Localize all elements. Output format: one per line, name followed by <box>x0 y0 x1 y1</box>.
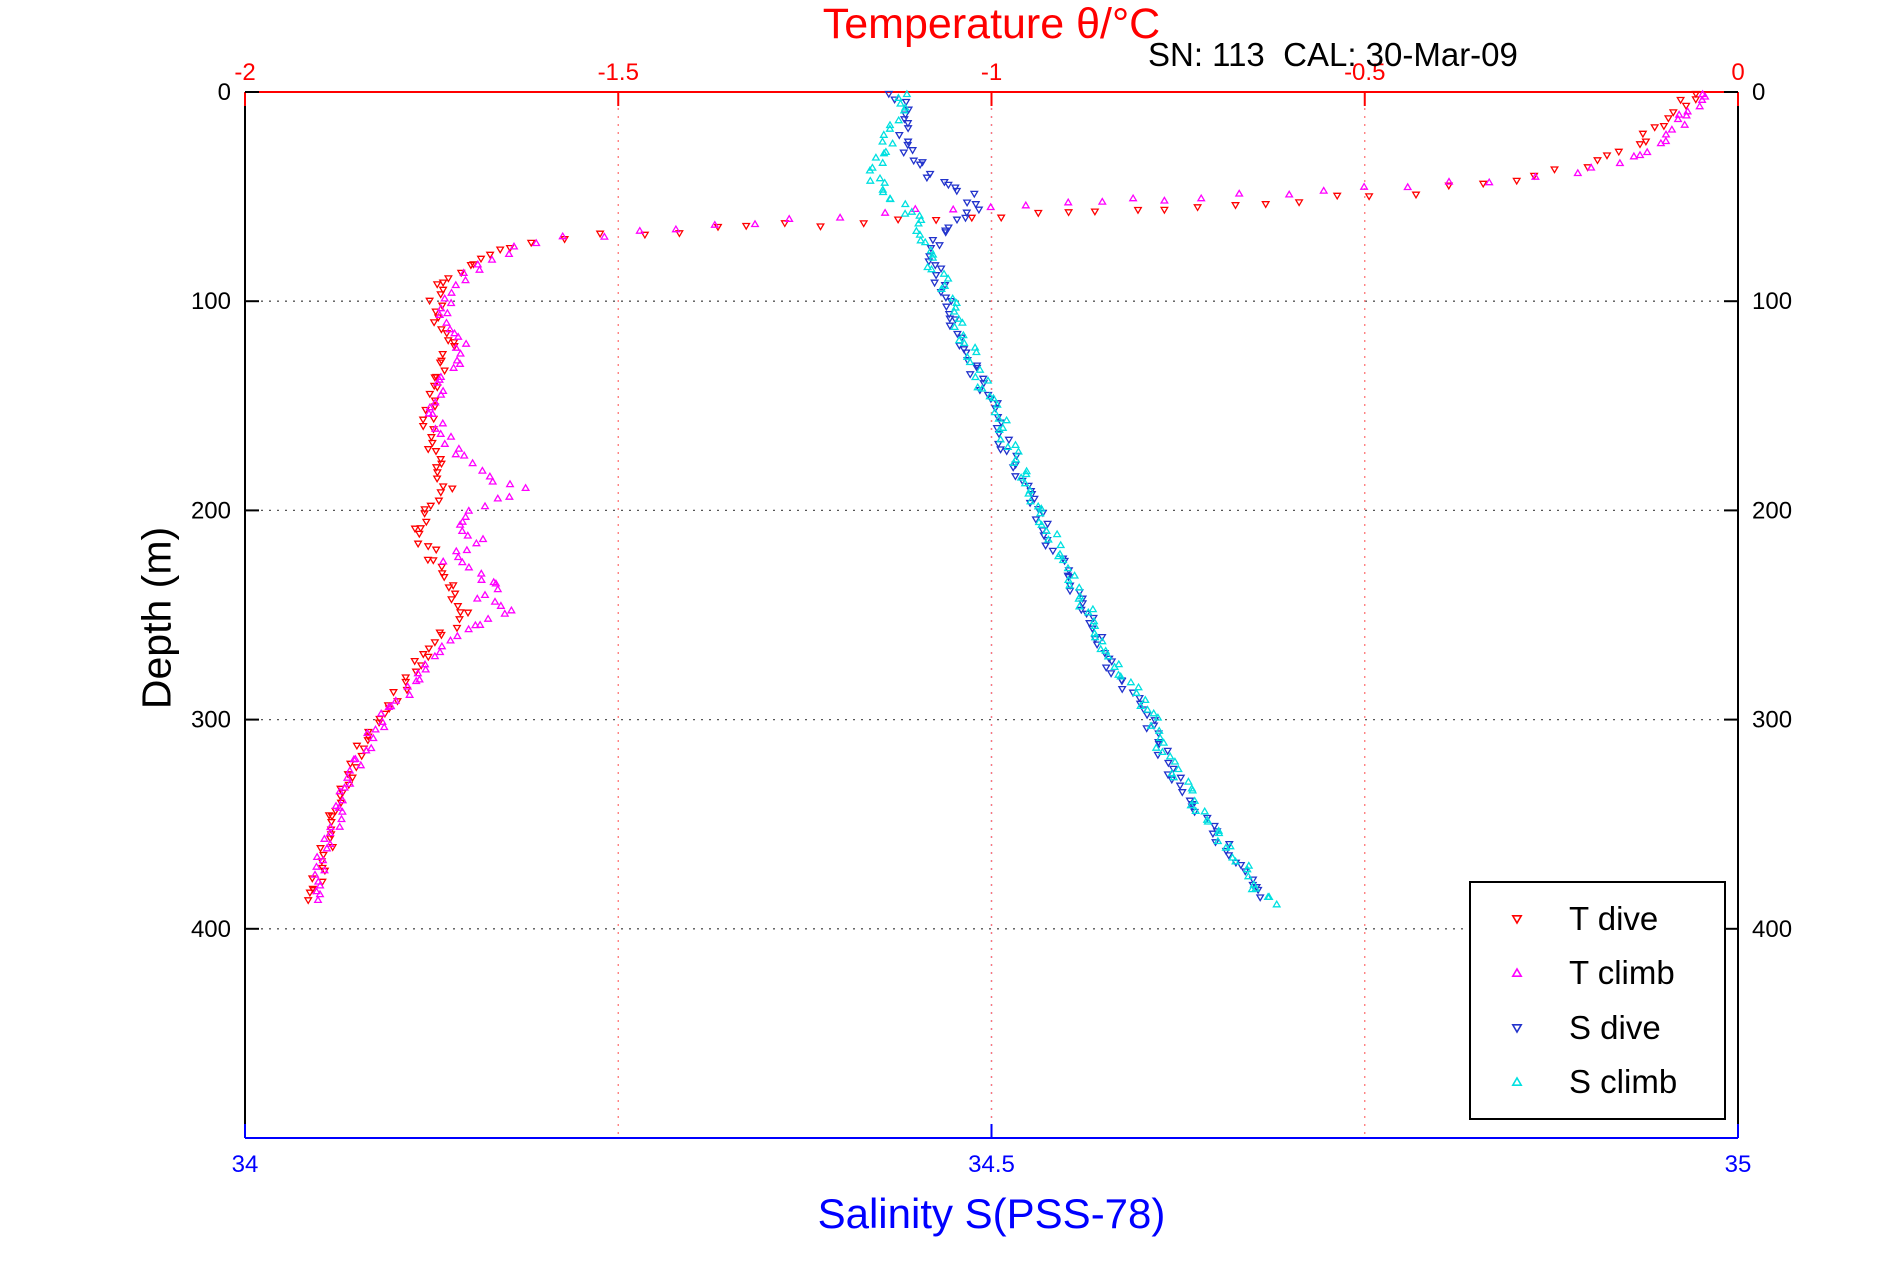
legend-entry-t-dive: T dive <box>1471 900 1724 938</box>
t-climb-marker-icon <box>1505 964 1529 982</box>
salinity-tick-label: 34.5 <box>968 1151 1015 1178</box>
depth-tick-label-left: 300 <box>191 707 231 734</box>
depth-tick-label-right: 100 <box>1752 288 1792 315</box>
depth-tick-label-right: 400 <box>1752 916 1792 943</box>
legend-label: T climb <box>1569 954 1675 992</box>
s-climb-marker-icon <box>1505 1073 1529 1091</box>
series-t-climb <box>310 89 1710 904</box>
legend-label: S dive <box>1569 1008 1661 1046</box>
chart-title: Temperature θ/°C <box>822 0 1161 48</box>
salinity-tick-label: 35 <box>1725 1151 1752 1178</box>
depth-tick-label-left: 200 <box>191 497 231 524</box>
salinity-tick-label: 34 <box>232 1151 259 1178</box>
x-axis-label-salinity: Salinity S(PSS-78) <box>817 1190 1166 1237</box>
depth-tick-label-left: 0 <box>218 79 231 106</box>
depth-tick-label-right: 200 <box>1752 497 1792 524</box>
legend-entry-s-climb: S climb <box>1471 1063 1724 1101</box>
y-axis-label-depth: Depth (m) <box>133 526 180 710</box>
gridlines <box>245 92 1738 1138</box>
legend-entry-s-dive: S dive <box>1471 1009 1724 1047</box>
legend-entry-t-climb: T climb <box>1471 954 1724 992</box>
depth-tick-label-left: 400 <box>191 916 231 943</box>
legend: T dive T climb S dive S climb <box>1469 881 1726 1120</box>
t-dive-marker-icon <box>1505 910 1529 928</box>
temperature-tick-label: -0.5 <box>1344 59 1385 86</box>
series-t-dive <box>303 90 1701 905</box>
depth-tick-label-left: 100 <box>191 288 231 315</box>
temperature-tick-label: -1 <box>981 59 1002 86</box>
depth-tick-label-right: 0 <box>1752 79 1765 106</box>
s-dive-marker-icon <box>1505 1019 1529 1037</box>
temperature-tick-label: -2 <box>234 59 255 86</box>
legend-label: S climb <box>1569 1063 1678 1101</box>
legend-label: T dive <box>1569 899 1659 937</box>
chart-subtitle: SN: 113 CAL: 30-Mar-09 <box>1148 36 1518 73</box>
series-s-dive <box>884 90 1265 902</box>
depth-tick-label-right: 300 <box>1752 707 1792 734</box>
series-s-climb <box>865 89 1282 908</box>
temperature-tick-label: 0 <box>1731 59 1744 86</box>
temperature-tick-label: -1.5 <box>598 59 639 86</box>
